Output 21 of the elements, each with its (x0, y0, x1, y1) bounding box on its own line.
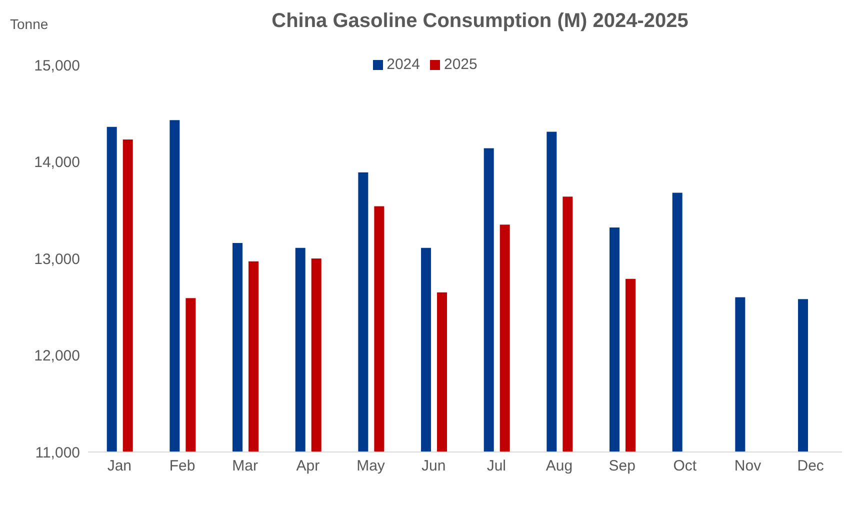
legend-label: 2025 (444, 56, 478, 73)
x-tick-label: Jul (486, 458, 506, 475)
y-axis-title: Tonne (10, 16, 48, 32)
x-tick-label: Sep (608, 458, 636, 475)
y-tick-label: 14,000 (34, 154, 80, 172)
legend-label: 2024 (386, 56, 420, 73)
x-tick-label: Mar (232, 458, 258, 475)
x-tick-label: Nov (734, 458, 762, 475)
y-tick-label: 11,000 (35, 444, 80, 462)
y-tick-label: 12,000 (34, 348, 80, 365)
x-tick-label: Apr (296, 458, 320, 475)
chart-title: China Gasoline Consumption (M) 2024-2025 (272, 10, 688, 32)
x-tick-label: Dec (797, 458, 824, 475)
x-tick-label: Jun (421, 458, 446, 475)
y-tick-label: 15,000 (34, 57, 80, 74)
y-tick-label: 13,000 (34, 250, 80, 268)
x-tick-label: Aug (546, 458, 573, 475)
x-tick-label: May (356, 458, 386, 475)
x-tick-label: Jan (107, 458, 132, 475)
x-tick-label: Oct (673, 458, 698, 475)
x-tick-label: Feb (169, 458, 196, 475)
